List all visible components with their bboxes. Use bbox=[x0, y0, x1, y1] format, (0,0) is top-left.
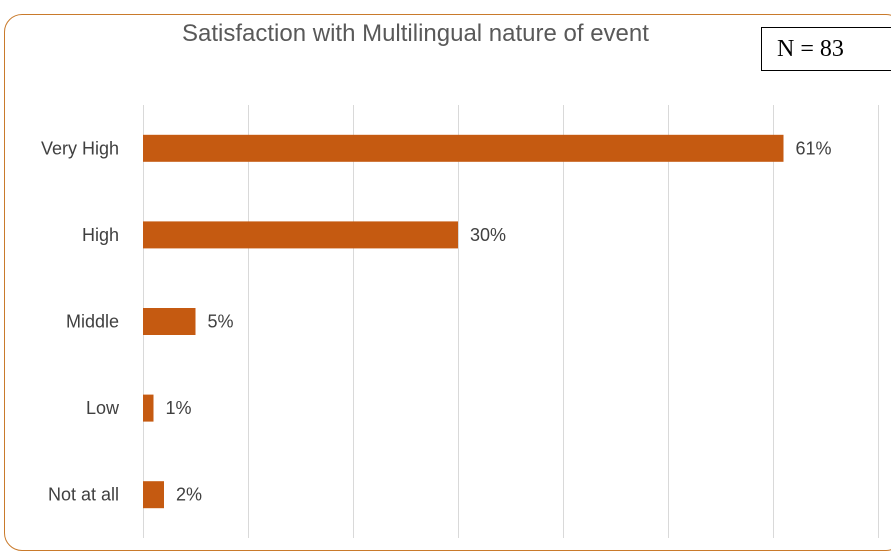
value-label: 1% bbox=[166, 398, 192, 418]
bar bbox=[143, 481, 164, 509]
value-label: 2% bbox=[176, 485, 202, 505]
value-label: 61% bbox=[796, 138, 832, 158]
category-labels: Very High High Middle Low Not at all bbox=[41, 138, 120, 504]
bars bbox=[143, 134, 784, 509]
chart-title: Satisfaction with Multilingual nature of… bbox=[182, 20, 649, 47]
category-label: Middle bbox=[66, 312, 119, 332]
category-label: Low bbox=[86, 398, 120, 418]
category-label: High bbox=[82, 225, 119, 245]
bar bbox=[143, 308, 196, 335]
chart-frame bbox=[4, 14, 891, 551]
value-label: 30% bbox=[470, 225, 506, 245]
value-label: 5% bbox=[208, 312, 234, 332]
bar bbox=[143, 134, 784, 162]
bar bbox=[143, 221, 458, 249]
value-labels: 61% 30% 5% 1% 2% bbox=[166, 138, 832, 504]
gridlines bbox=[143, 105, 879, 538]
bar bbox=[143, 394, 154, 422]
sample-size-box: N = 83 bbox=[761, 27, 891, 71]
category-label: Very High bbox=[41, 138, 119, 158]
category-label: Not at all bbox=[48, 485, 119, 505]
